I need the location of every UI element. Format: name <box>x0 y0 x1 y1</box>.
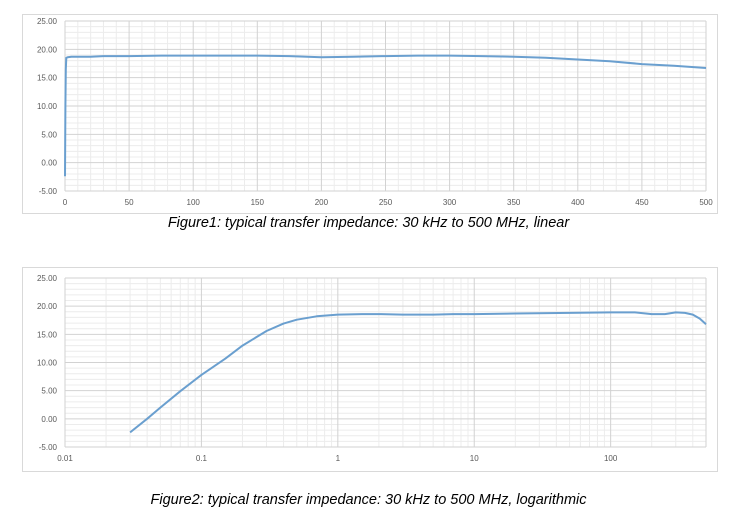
x-tick-label: 500 <box>699 198 713 207</box>
x-tick-label: 100 <box>187 198 201 207</box>
y-tick-label: 25.00 <box>37 274 58 283</box>
y-tick-label: 20.00 <box>37 302 58 311</box>
x-tick-label: 450 <box>635 198 649 207</box>
y-tick-label: 10.00 <box>37 359 58 368</box>
figure1-caption: Figure1: typical transfer impedance: 30 … <box>167 215 570 231</box>
y-tick-label: -5.00 <box>39 443 58 452</box>
x-tick-label: 10 <box>470 454 479 463</box>
chart-linear: -5.00 0.00 5.00 10.00 15.00 20.00 25.00 0 50 100 1… <box>37 17 713 207</box>
x-tick-label: 250 <box>379 198 393 207</box>
y-tick-label: 0.00 <box>41 415 57 424</box>
x-tick-label: 350 <box>507 198 521 207</box>
chart-log-frame: -5.00 0.00 5.00 10.00 15.00 20.00 25.00 0.01 0.1… <box>22 267 718 472</box>
x-tick-label: 0 <box>63 198 68 207</box>
chart-logarithmic: -5.00 0.00 5.00 10.00 15.00 20.00 25.00 0.01 0.1… <box>37 274 707 463</box>
x-tick-label: 150 <box>251 198 265 207</box>
x-tick-label: 400 <box>571 198 585 207</box>
x-tick-label: 300 <box>443 198 457 207</box>
chart-linear-frame: -5.00 0.00 5.00 10.00 15.00 20.00 25.00 0 50 100 1… <box>22 14 718 214</box>
y-tick-label: 15.00 <box>37 330 58 339</box>
impedance-series-line <box>129 311 707 434</box>
y-tick-label: -5.00 <box>39 187 58 196</box>
x-tick-label: 0.1 <box>196 454 208 463</box>
y-tick-label: 5.00 <box>41 130 57 139</box>
x-tick-label: 0.01 <box>57 454 73 463</box>
y-tick-label: 10.00 <box>37 102 58 111</box>
figure2-caption: Figure2: typical transfer impedance: 30 … <box>150 492 587 508</box>
y-tick-label: 15.00 <box>37 74 58 83</box>
y-tick-label: 5.00 <box>41 387 57 396</box>
x-tick-label: 200 <box>315 198 329 207</box>
y-tick-label: 20.00 <box>37 45 58 54</box>
y-tick-label: 25.00 <box>37 17 58 26</box>
x-tick-label: 100 <box>604 454 618 463</box>
impedance-series-line <box>64 54 707 177</box>
x-tick-label: 50 <box>125 198 134 207</box>
x-tick-label: 1 <box>336 454 341 463</box>
y-tick-label: 0.00 <box>41 159 57 168</box>
